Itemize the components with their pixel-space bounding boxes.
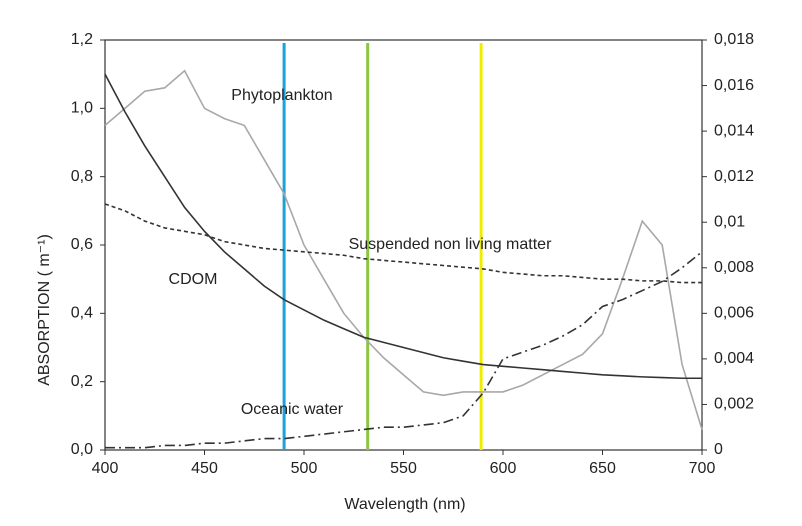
y2-tick-label: 0,006	[714, 305, 754, 322]
y-tick-label: 1,2	[71, 31, 93, 48]
series-label: CDOM	[169, 271, 218, 288]
y2-tick-label: 0,008	[714, 259, 754, 276]
x-tick-label: 450	[191, 460, 218, 477]
y2-tick-label: 0,012	[714, 168, 754, 185]
y2-tick-label: 0,014	[714, 122, 754, 139]
y-axis-title: ABSORPTION ( m⁻¹)	[36, 234, 53, 386]
x-tick-label: 600	[490, 460, 517, 477]
y-tick-label: 0,8	[71, 168, 93, 185]
x-tick-label: 650	[589, 460, 616, 477]
x-tick-label: 550	[390, 460, 417, 477]
x-tick-label: 500	[291, 460, 318, 477]
series-label: Suspended non living matter	[349, 236, 552, 253]
y-tick-label: 0,6	[71, 236, 93, 253]
y2-tick-label: 0,01	[714, 213, 745, 230]
series-line	[104, 73, 702, 380]
y-tick-label: 0,0	[71, 441, 93, 458]
x-tick-label: 400	[92, 460, 119, 477]
series-line	[105, 251, 703, 449]
y2-tick-label: 0,018	[714, 31, 754, 48]
y2-tick-label: 0,002	[714, 396, 754, 413]
y2-tick-label: 0	[714, 441, 723, 458]
y-tick-label: 1,0	[71, 100, 93, 117]
y2-tick-label: 0,004	[714, 350, 754, 367]
y-tick-label: 0,2	[71, 373, 93, 390]
y-tick-label: 0,4	[71, 305, 93, 322]
series-label: Oceanic water	[241, 401, 344, 418]
x-axis-title: Wavelength (nm)	[344, 496, 465, 513]
y2-tick-label: 0,016	[714, 77, 754, 94]
series-line	[104, 69, 703, 430]
x-tick-label: 700	[689, 460, 716, 477]
series-label: Phytoplankton	[231, 87, 332, 104]
series-line	[104, 203, 702, 284]
